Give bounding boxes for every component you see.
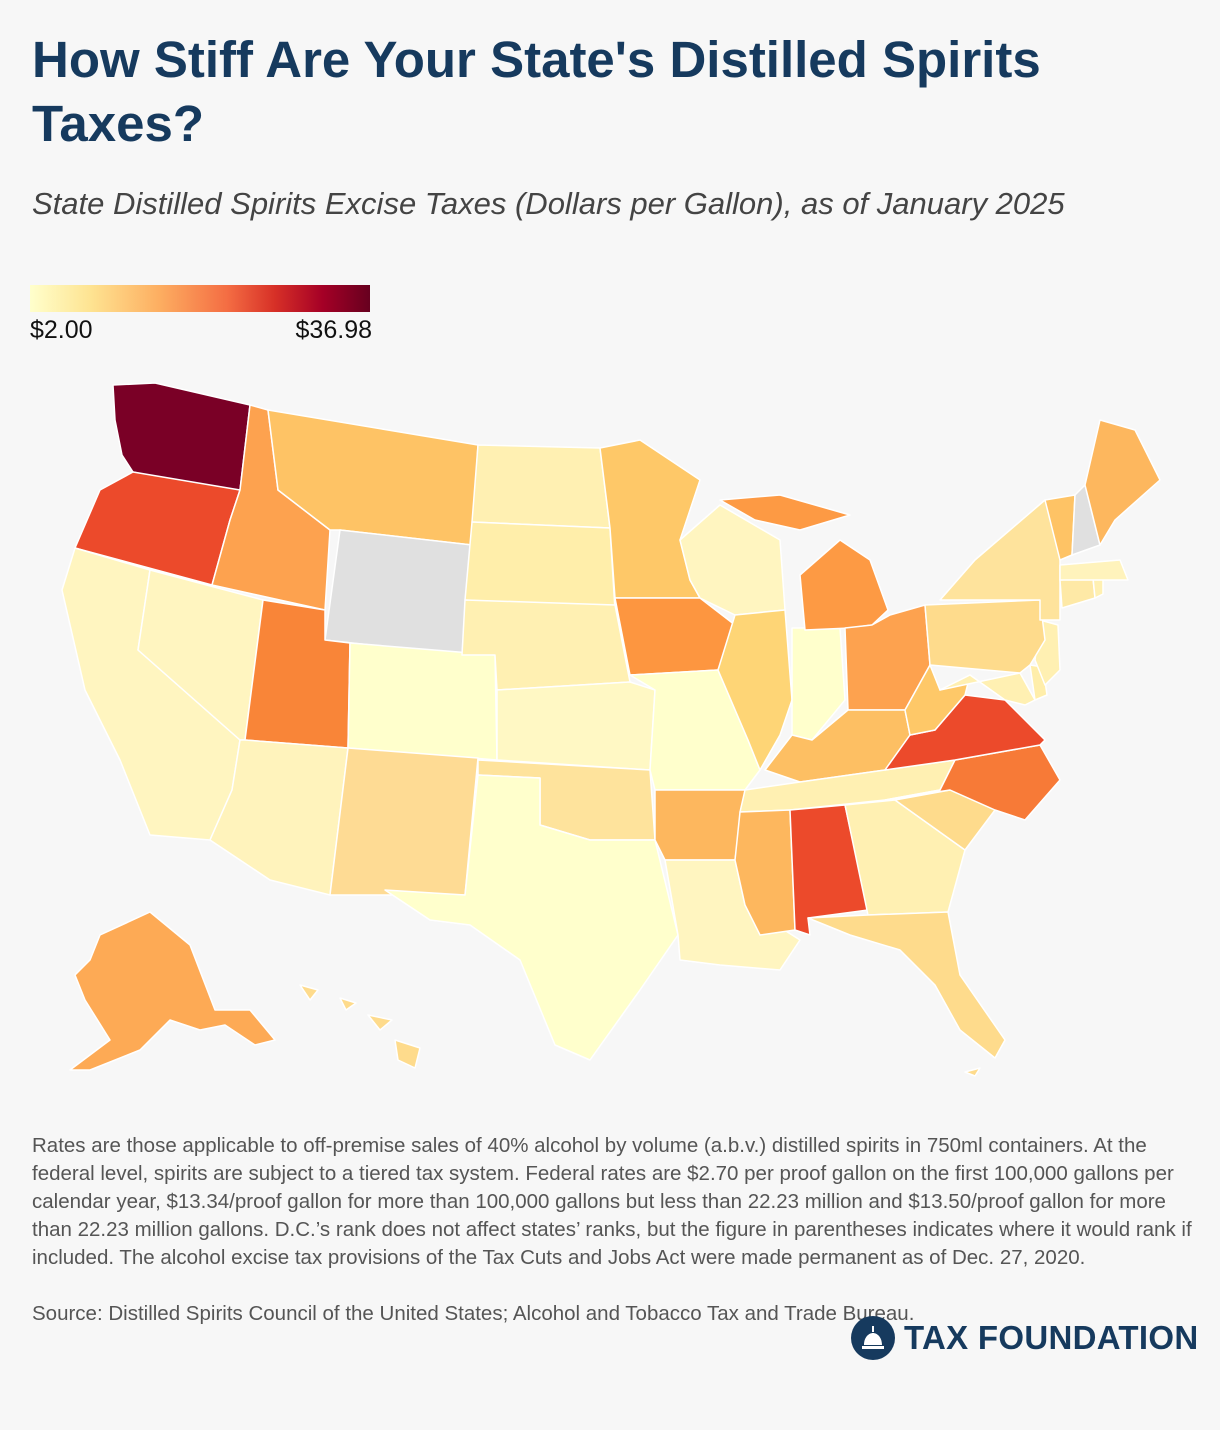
tax-foundation-logo: TAX FOUNDATION	[850, 1316, 1198, 1360]
state-tx	[384, 774, 679, 1061]
us-map	[50, 370, 1190, 1090]
state-sd	[464, 521, 616, 611]
state-hi	[299, 984, 421, 1069]
page-title: How Stiff Are Your State's Distilled Spi…	[32, 31, 1041, 152]
state-nc	[884, 744, 1061, 821]
legend-max-label: $36.98	[295, 316, 372, 344]
legend-gradient-bar	[30, 285, 370, 312]
footnote-text: Rates are those applicable to off-premis…	[32, 1134, 1192, 1269]
state-wy	[324, 529, 473, 656]
state-ar	[654, 789, 746, 861]
logo-text: TAX FOUNDATION	[904, 1319, 1199, 1356]
state-mi	[719, 494, 889, 631]
state-ks	[496, 681, 656, 771]
state-flk	[964, 1067, 981, 1077]
state-wv	[904, 664, 971, 736]
state-me	[1084, 419, 1161, 546]
state-ak	[69, 911, 276, 1071]
state-pa	[924, 599, 1046, 674]
state-ri	[1092, 577, 1104, 599]
state-mn	[599, 439, 701, 599]
state-nm	[329, 747, 479, 896]
state-il	[717, 609, 793, 771]
state-ma	[1059, 559, 1129, 581]
legend-min-label: $2.00	[30, 316, 93, 344]
state-nd	[471, 444, 611, 529]
state-co	[347, 642, 498, 761]
color-legend: $2.00 $36.98	[30, 285, 372, 346]
state-ia	[614, 597, 736, 676]
state-ct	[1059, 577, 1096, 609]
capitol-dome-icon	[851, 1316, 895, 1360]
state-fl	[807, 911, 1006, 1059]
chart-subtitle: State Distilled Spirits Excise Taxes (Do…	[32, 186, 1065, 221]
source-text: Source: Distilled Spirits Council of the…	[32, 1302, 915, 1325]
